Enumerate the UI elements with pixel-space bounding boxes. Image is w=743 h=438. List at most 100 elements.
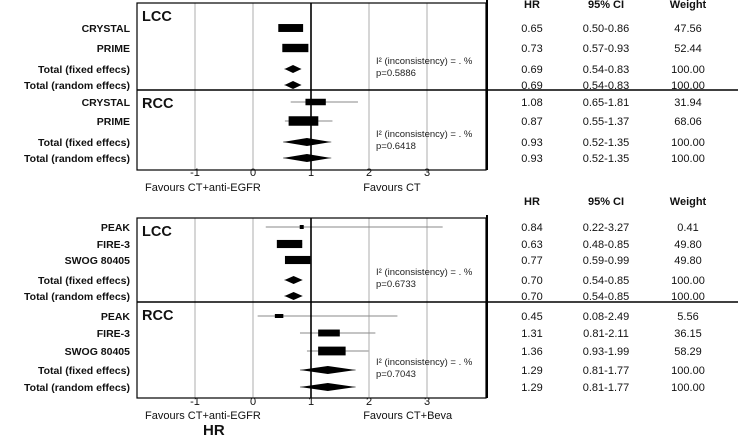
x-tick-label: 2 [366,167,372,179]
marks-layer [257,24,443,391]
row-label: PRIME [97,116,130,128]
group-label: RCC [142,308,174,324]
column-header: Weight [670,0,707,11]
study-marker [278,24,304,32]
pooled-diamond [299,366,356,374]
ci-value: 0.65-1.81 [583,97,629,109]
pooled-diamond [299,383,356,391]
hr-value: 0.73 [521,43,542,55]
hr-value: 0.93 [521,137,542,149]
weight-value: 52.44 [674,43,702,55]
study-marker [288,116,319,126]
row-label: Total (fixed effecs) [38,64,130,76]
hr-value: 0.87 [521,116,542,128]
study-marker [305,98,326,106]
favours-left-label: Favours CT+anti-EGFR [145,182,261,194]
ci-value: 0.54-0.85 [583,275,629,287]
x-axis-label: HR [203,422,225,438]
ci-value: 0.93-1.99 [583,346,629,358]
weight-value: 5.56 [677,311,698,323]
row-label: CRYSTAL [82,23,131,35]
pooled-diamond [284,292,303,300]
row-label: Total (fixed effecs) [38,365,130,377]
row-label: FIRE-3 [97,239,130,251]
weight-value: 31.94 [674,97,702,109]
weight-value: 100.00 [671,80,705,92]
study-marker [282,43,309,53]
pooled-diamond [284,65,302,73]
row-label: PEAK [101,222,131,234]
group-label: RCC [142,96,174,112]
weight-value: 36.15 [674,328,702,340]
study-marker [274,314,284,318]
hr-value: 1.31 [521,328,542,340]
ci-value: 0.22-3.27 [583,222,629,234]
row-label: Total (fixed effecs) [38,137,130,149]
study-marker [318,346,346,356]
favours-right-label: Favours CT+Beva [363,410,453,422]
row-label: PEAK [101,311,131,323]
row-label: Total (random effecs) [24,382,130,394]
weight-value: 100.00 [671,382,705,394]
row-label: Total (fixed effecs) [38,275,130,287]
row-label: PRIME [97,43,130,55]
column-header: 95% CI [588,0,624,11]
ci-value: 0.54-0.83 [583,64,629,76]
column-header: 95% CI [588,196,624,208]
weight-value: 49.80 [674,239,702,251]
hr-value: 1.29 [521,365,542,377]
weight-value: 100.00 [671,365,705,377]
pooled-diamond [284,81,302,89]
weight-value: 58.29 [674,346,702,358]
hr-value: 0.84 [521,222,542,234]
group-label: LCC [142,9,172,25]
hr-value: 0.45 [521,311,542,323]
study-marker [284,255,311,265]
weight-value: 0.41 [677,222,698,234]
text-layer: -1 0 1 2 3 HR 95% CI Weight LCC I² (inconsistency… [24,0,707,438]
x-tick-label: -1 [190,167,200,179]
x-tick-label: 1 [308,167,314,179]
pooled-diamond [284,276,303,284]
weight-value: 100.00 [671,153,705,165]
ci-value: 0.57-0.93 [583,43,629,55]
pooled-diamond [282,138,332,146]
column-header: Weight [670,196,707,208]
weight-value: 100.00 [671,291,705,303]
hr-value: 0.65 [521,23,542,35]
heterogeneity-note: I² (inconsistency) = . % [376,129,473,140]
x-tick-label: 0 [250,167,256,179]
row-label: Total (random effecs) [24,291,130,303]
frame-layer [136,0,738,399]
weight-value: 49.80 [674,255,702,267]
study-marker [276,239,303,249]
hr-value: 1.08 [521,97,542,109]
favours-right-label: Favours CT [363,182,421,194]
weight-value: 68.06 [674,116,702,128]
heterogeneity-note: I² (inconsistency) = . % [376,56,473,67]
hr-value: 1.29 [521,382,542,394]
weight-value: 47.56 [674,23,702,35]
pooled-diamond [282,154,332,162]
ci-value: 0.48-0.85 [583,239,629,251]
row-label: SWOG 80405 [65,346,131,358]
row-label: Total (random effecs) [24,80,130,92]
hr-value: 0.77 [521,255,542,267]
study-marker [318,329,340,337]
ci-value: 0.54-0.83 [583,80,629,92]
weight-value: 100.00 [671,64,705,76]
ci-value: 0.59-0.99 [583,255,629,267]
ci-value: 0.52-1.35 [583,137,629,149]
x-tick-label: 0 [250,396,256,408]
hr-value: 0.70 [521,275,542,287]
p-value-note: p=0.6733 [376,279,416,290]
hr-value: 0.69 [521,80,542,92]
hr-value: 0.63 [521,239,542,251]
ci-value: 0.54-0.85 [583,291,629,303]
heterogeneity-note: I² (inconsistency) = . % [376,267,473,278]
p-value-note: p=0.7043 [376,369,416,380]
x-tick-label: 1 [308,396,314,408]
column-header: HR [524,196,540,208]
x-tick-label: 3 [424,167,430,179]
